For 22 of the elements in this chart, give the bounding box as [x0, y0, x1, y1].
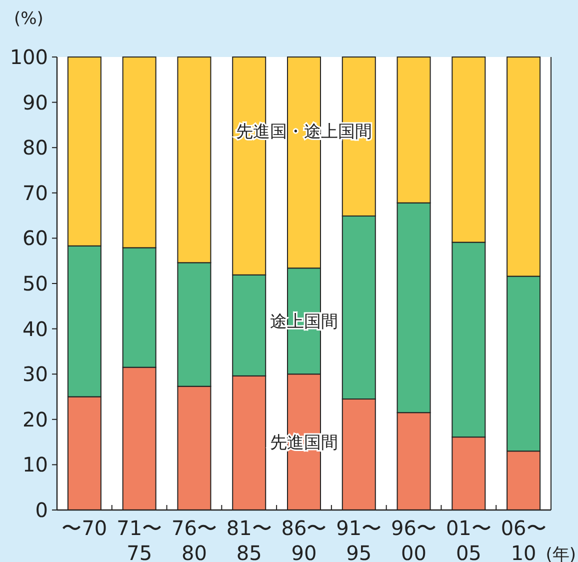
y-tick-label: 10	[22, 452, 48, 477]
y-tick-label: 70	[22, 180, 48, 205]
y-tick-label: 40	[22, 316, 48, 341]
y-tick-label: 90	[22, 90, 48, 114]
x-tick-label: 06〜 10	[500, 516, 546, 562]
y-tick-label: 100	[10, 45, 48, 69]
y-tick-label: 30	[22, 362, 48, 386]
x-tick-label: 96〜 00	[391, 516, 437, 562]
x-tick-label: 91〜 95	[336, 516, 382, 562]
y-tick-label: 80	[22, 136, 48, 160]
y-tick-label: 50	[22, 272, 48, 296]
x-tick-label: 86〜 90	[281, 516, 327, 562]
y-tick-label: 60	[22, 226, 48, 250]
x-tick-label: 01〜 05	[446, 516, 492, 562]
x-tick-label: 71〜 75	[116, 516, 162, 562]
x-axis-title: (年)	[546, 545, 576, 562]
y-tick-label: 20	[22, 407, 48, 432]
x-tick-label: 81〜 85	[226, 516, 272, 562]
y-axis-title: (%)	[14, 9, 44, 29]
x-tick-label: 〜70	[62, 516, 108, 540]
y-tick-label: 0	[35, 498, 48, 522]
x-tick-label: 76〜 80	[171, 516, 217, 562]
